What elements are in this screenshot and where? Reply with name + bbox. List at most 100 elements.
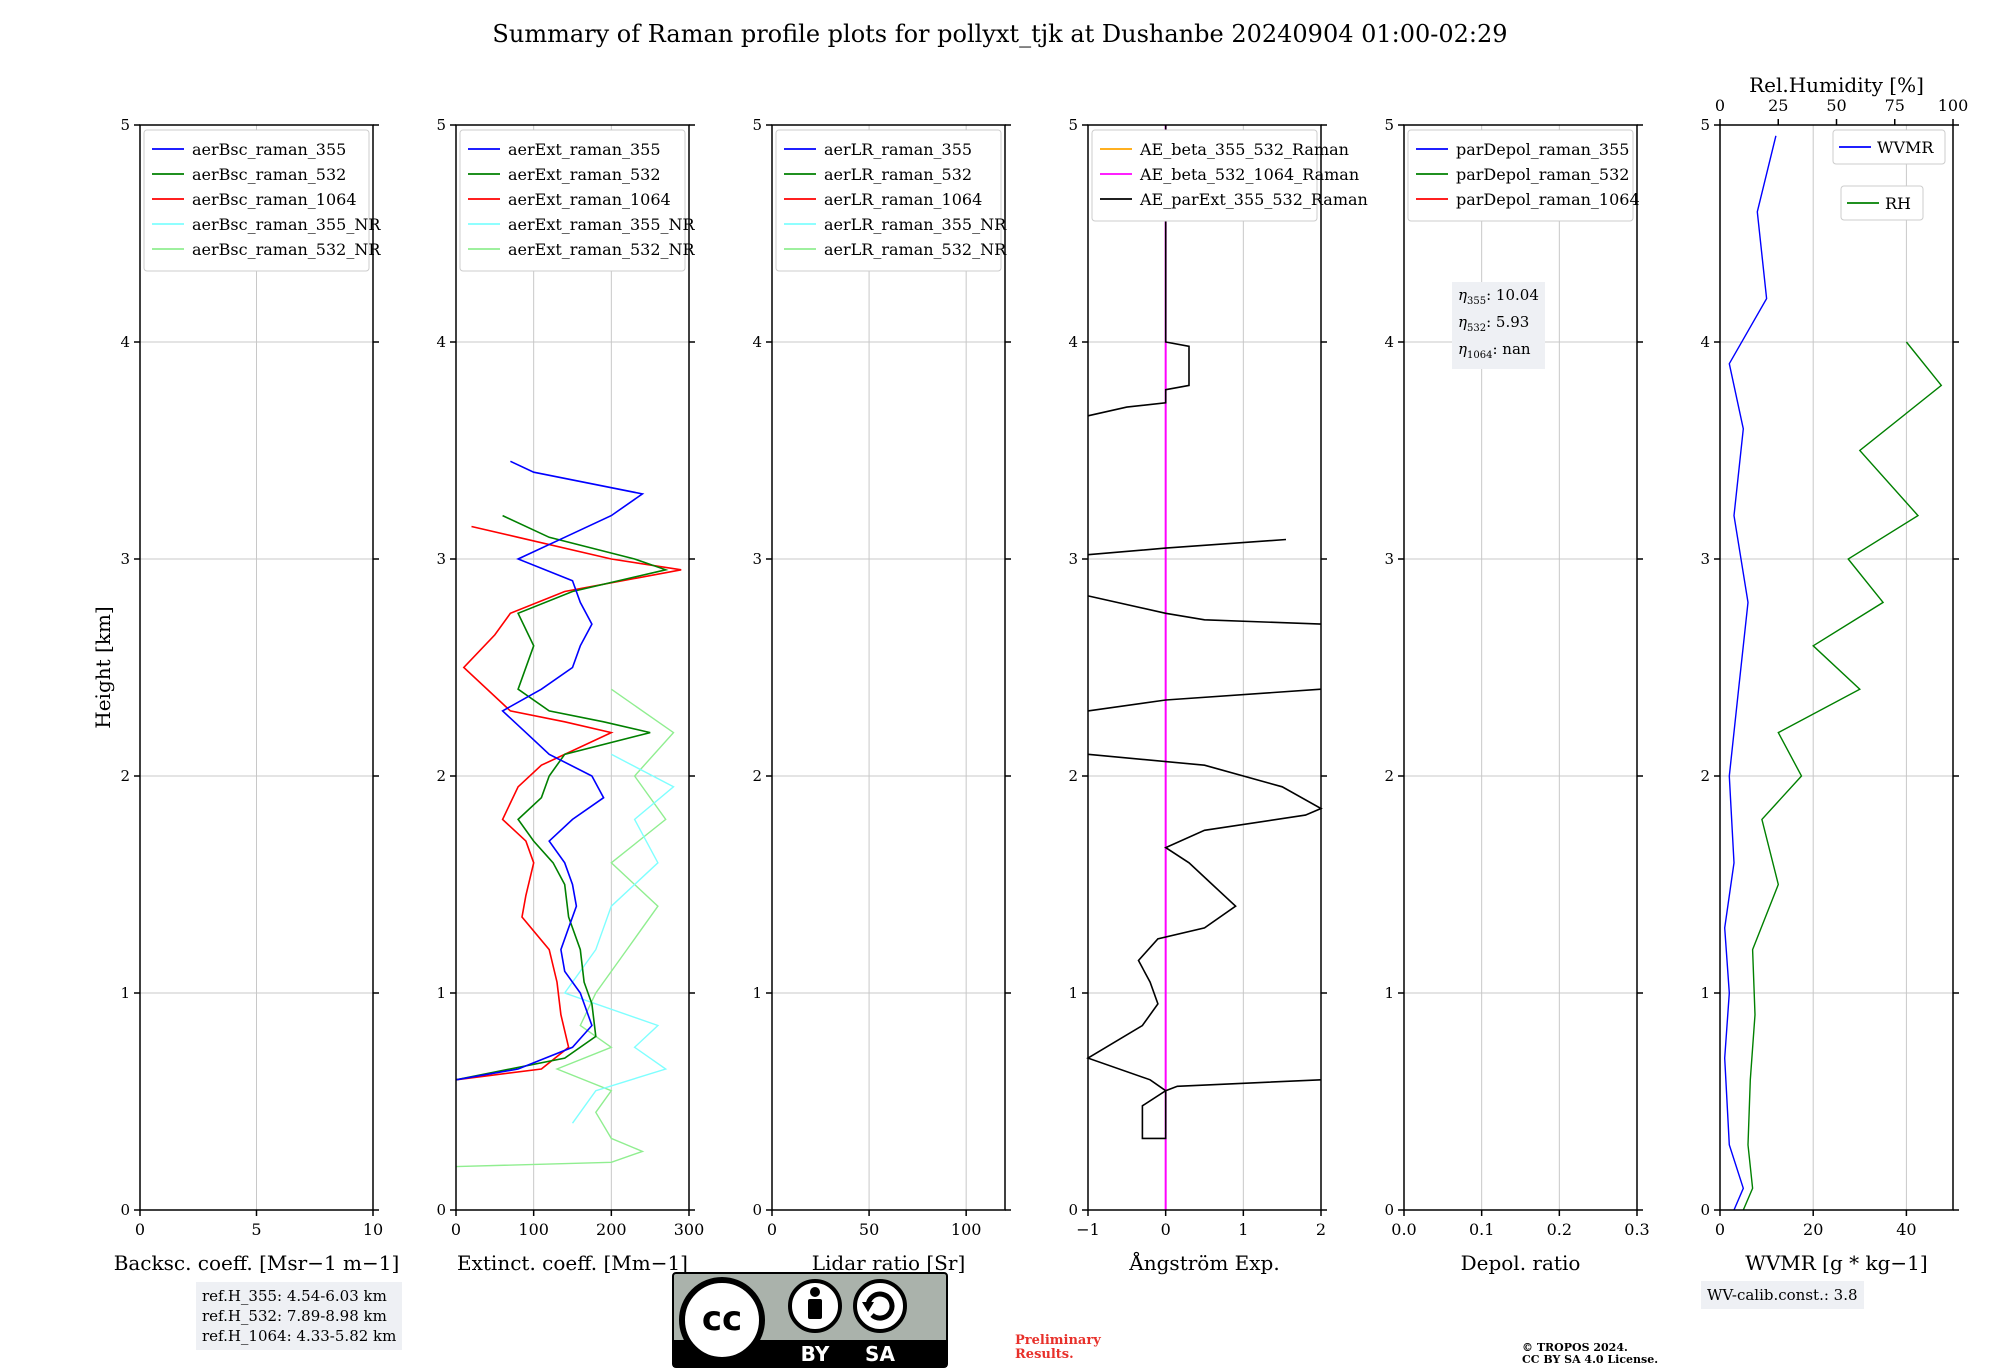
legend-label-RH: RH	[1885, 194, 1911, 213]
legend-label-aerBsc_raman_532_NR: aerBsc_raman_532_NR	[192, 240, 381, 259]
bsc-ytick-label: 3	[120, 550, 130, 568]
legend-label-aerExt_raman_532_NR: aerExt_raman_532_NR	[508, 240, 696, 259]
wv-ytick-label: 5	[1700, 116, 1710, 134]
ext-ytick-label: 3	[436, 550, 446, 568]
legend-label-aerLR_raman_532: aerLR_raman_532	[824, 165, 972, 184]
legend-label-aerBsc_raman_1064: aerBsc_raman_1064	[192, 190, 357, 209]
legend-label-aerExt_raman_1064: aerExt_raman_1064	[508, 190, 671, 209]
legend-box-RH	[1840, 185, 1924, 221]
eta-1064-value: nan	[1502, 340, 1531, 358]
wv-xtick-label: 20	[1803, 1220, 1823, 1239]
eta-532-value: 5.93	[1495, 313, 1530, 331]
series-AE_parExt_355_532_Raman	[1087, 538, 1287, 556]
bsc-xtick-label: 5	[251, 1220, 261, 1239]
ae-ytick-label: 1	[1068, 984, 1078, 1002]
series-aerExt_raman_1064	[455, 525, 682, 1081]
dep-legend-box	[1407, 129, 1634, 222]
cc-by-sa-logo: cc BY SA	[672, 1272, 948, 1368]
rh-top-tick-label: 50	[1826, 96, 1846, 115]
legend-label-AE_parExt_355_532_Raman: AE_parExt_355_532_Raman	[1139, 190, 1368, 209]
dep-xtick-label: 0.2	[1547, 1220, 1572, 1239]
series-AE_parExt_355_532_Raman	[1087, 688, 1322, 712]
y-axis-label: Height [km]	[91, 606, 115, 728]
wv-ytick-label: 3	[1700, 550, 1710, 568]
dep-ytick-label: 0	[1384, 1201, 1394, 1219]
dep-xtick-label: 0.1	[1469, 1220, 1494, 1239]
ae-axes-frame	[1087, 124, 1322, 1211]
lr-axes-frame	[771, 124, 1006, 1211]
lr-xtick-label: 0	[767, 1220, 777, 1239]
angstrom-eta-box: η355: 10.04 η532: 5.93 η1064: nan	[1452, 282, 1545, 369]
copyright-line-2: CC BY SA 4.0 License.	[1522, 1353, 1659, 1366]
dep-ytick-label: 3	[1384, 550, 1394, 568]
lr-ytick-label: 0	[752, 1201, 762, 1219]
lr-ytick-label: 2	[752, 767, 762, 785]
series-aerExt_raman_532_NR	[455, 688, 675, 1168]
legend-label-aerExt_raman_355_NR: aerExt_raman_355_NR	[508, 215, 696, 234]
series-AE_parExt_355_532_Raman	[1087, 125, 1190, 417]
dep-xlabel: Depol. ratio	[1461, 1251, 1581, 1275]
rh-top-tick-label: 25	[1768, 96, 1788, 115]
ae-xtick-label: 1	[1238, 1220, 1248, 1239]
lr-ytick-label: 1	[752, 984, 762, 1002]
ext-ytick-label: 1	[436, 984, 446, 1002]
series-AE_parExt_355_532_Raman	[1086, 753, 1323, 1140]
lr-xtick-label: 100	[951, 1220, 982, 1239]
ae-xtick-label: −1	[1076, 1220, 1100, 1239]
ext-ytick-label: 5	[436, 116, 446, 134]
ext-xtick-label: 100	[518, 1220, 549, 1239]
lr-legend-box	[775, 129, 1002, 272]
series-RH	[1742, 341, 1943, 1211]
lr-ytick-label: 5	[752, 116, 762, 134]
ae-xtick-label: 2	[1316, 1220, 1326, 1239]
wv-axes-frame	[1719, 124, 1954, 1211]
bsc-ytick-label: 2	[120, 767, 130, 785]
legend-label-parDepol_raman_355: parDepol_raman_355	[1456, 140, 1629, 159]
bsc-ytick-label: 1	[120, 984, 130, 1002]
ae-legend-box	[1091, 129, 1318, 222]
bsc-ytick-label: 5	[120, 116, 130, 134]
refh-532: ref.H_532: 7.89-8.98 km	[202, 1307, 387, 1325]
dep-xtick-label: 0.3	[1624, 1220, 1649, 1239]
legend-label-WVMR: WVMR	[1877, 138, 1934, 157]
bsc-xtick-label: 0	[135, 1220, 145, 1239]
legend-label-aerBsc_raman_532: aerBsc_raman_532	[192, 165, 346, 184]
prelim-line-1: Preliminary	[1015, 1333, 1101, 1348]
legend-label-AE_beta_355_532_Raman: AE_beta_355_532_Raman	[1139, 140, 1349, 159]
wv-ytick-label: 1	[1700, 984, 1710, 1002]
rh-top-tick-label: 100	[1938, 96, 1969, 115]
dep-ytick-label: 5	[1384, 116, 1394, 134]
rh-axis-label: Rel.Humidity [%]	[1749, 73, 1924, 97]
eta-355-value: 10.04	[1495, 286, 1539, 304]
legend-label-aerLR_raman_1064: aerLR_raman_1064	[824, 190, 982, 209]
legend-label-aerExt_raman_532: aerExt_raman_532	[508, 165, 661, 184]
dep-xtick-label: 0.0	[1391, 1220, 1416, 1239]
bsc-xtick-label: 10	[363, 1220, 383, 1239]
ext-ytick-label: 0	[436, 1201, 446, 1219]
dep-axes-frame	[1403, 124, 1638, 1211]
series-aerExt_raman_355	[455, 460, 645, 1081]
figure-title: Summary of Raman profile plots for polly…	[492, 20, 1508, 48]
legend-box-WVMR	[1832, 129, 1946, 165]
copyright-line-1: © TROPOS 2024.	[1522, 1341, 1628, 1354]
dep-ytick-label: 4	[1384, 333, 1394, 351]
wv-ytick-label: 2	[1700, 767, 1710, 785]
bsc-axes-frame	[139, 124, 374, 1211]
ext-xtick-label: 300	[674, 1220, 705, 1239]
rh-top-tick-label: 0	[1715, 96, 1725, 115]
wv-calibration-box: WV-calib.const.: 3.8	[1701, 1281, 1864, 1309]
ext-xlabel: Extinct. coeff. [Mm−1]	[457, 1251, 688, 1275]
bsc-legend-box	[143, 129, 370, 272]
legend-label-aerBsc_raman_355_NR: aerBsc_raman_355_NR	[192, 215, 381, 234]
lr-ytick-label: 4	[752, 333, 762, 351]
refh-1064: ref.H_1064: 4.33-5.82 km	[202, 1327, 397, 1345]
dep-ytick-label: 2	[1384, 767, 1394, 785]
legend-label-aerLR_raman_532_NR: aerLR_raman_532_NR	[824, 240, 1007, 259]
wv-xtick-label: 0	[1715, 1220, 1725, 1239]
ae-ytick-label: 5	[1068, 116, 1078, 134]
ae-ytick-label: 2	[1068, 767, 1078, 785]
by-text: BY	[801, 1342, 830, 1366]
series-aerExt_raman_532	[455, 514, 669, 1081]
